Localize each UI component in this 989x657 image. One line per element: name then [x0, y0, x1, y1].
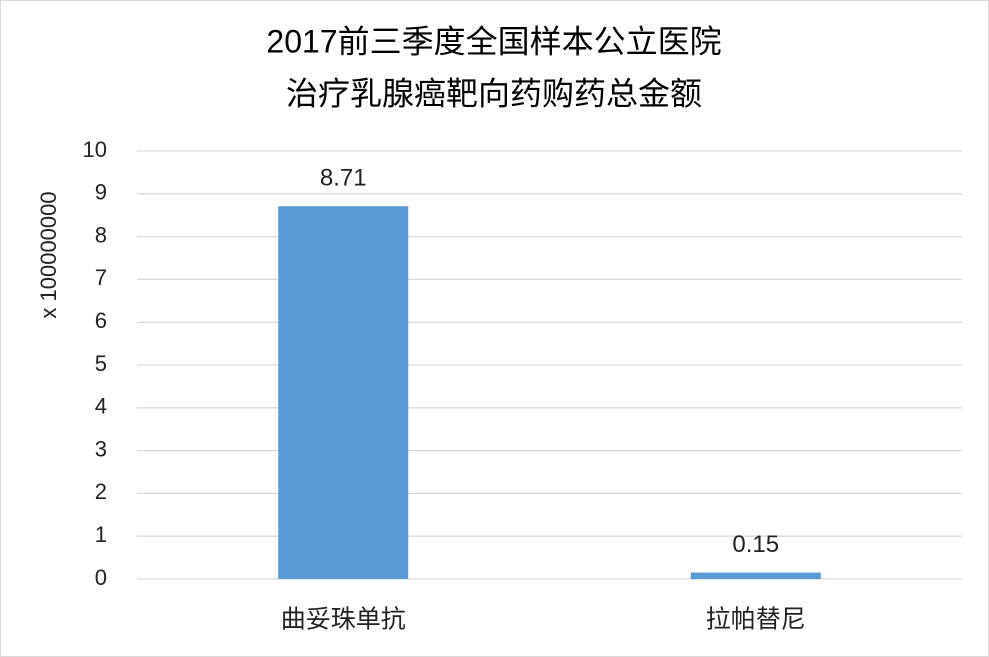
chart-title: 2017前三季度全国样本公立医院: [266, 23, 721, 59]
chart-title: 治疗乳腺癌靶向药购药总金额: [286, 75, 702, 111]
y-tick-label: 8: [95, 222, 107, 247]
bar: [278, 206, 409, 579]
y-tick-label: 10: [83, 137, 107, 162]
x-tick-label: 曲妥珠单抗: [281, 606, 406, 634]
y-tick-label: 1: [95, 522, 107, 547]
y-tick-label: 7: [95, 265, 107, 290]
data-label: 8.71: [320, 165, 367, 192]
bar: [690, 572, 821, 579]
y-tick-label: 5: [95, 351, 107, 376]
x-tick-label: 拉帕替尼: [706, 606, 806, 634]
y-tick-label: 0: [95, 565, 107, 590]
y-tick-label: 4: [95, 394, 107, 419]
y-tick-label: 3: [95, 436, 107, 461]
y-axis-label: x 100000000: [36, 191, 61, 318]
y-tick-label: 6: [95, 308, 107, 333]
data-label: 0.15: [732, 531, 779, 558]
y-tick-label: 9: [95, 180, 107, 205]
y-tick-label: 2: [95, 479, 107, 504]
